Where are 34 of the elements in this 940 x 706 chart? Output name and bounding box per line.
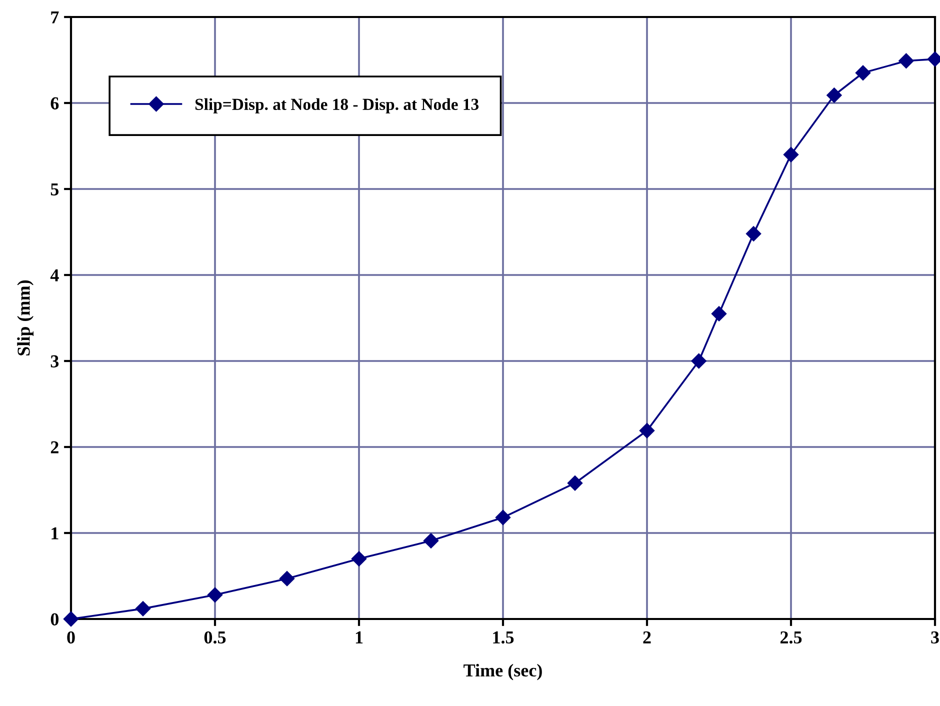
- y-tick-label: 3: [50, 355, 59, 368]
- point: [711, 306, 727, 322]
- point: [855, 65, 871, 80]
- point: [135, 601, 151, 616]
- y-tick-label: 4: [50, 269, 59, 282]
- y-tick-label: 1: [52, 527, 58, 540]
- x-tick-label: 0.5: [204, 631, 226, 644]
- point: [63, 611, 79, 627]
- point: [639, 423, 655, 438]
- y-axis-title: Slip (mm): [17, 280, 34, 356]
- y-tick-label: 2: [50, 441, 58, 454]
- point: [351, 551, 367, 566]
- x-tick-label: 2.5: [780, 631, 802, 644]
- point: [783, 147, 799, 162]
- point: [567, 476, 583, 491]
- point: [495, 510, 511, 526]
- legend-label: Slip=Disp. at Node 18 - Disp. at Node 13: [195, 98, 479, 114]
- point: [746, 226, 762, 242]
- x-tick-label: 2: [643, 631, 651, 644]
- y-tick-label: 5: [50, 183, 59, 196]
- y-tick-label: 6: [50, 97, 59, 110]
- point: [423, 533, 439, 548]
- point: [691, 353, 706, 369]
- x-tick-label: 1: [356, 631, 363, 644]
- x-tick-label: 1.5: [493, 631, 514, 644]
- point: [898, 53, 914, 68]
- x-axis-title: Time (sec): [464, 664, 542, 680]
- y-tick-label: 0: [50, 613, 59, 626]
- y-tick-label: 7: [51, 11, 59, 24]
- point: [279, 571, 295, 586]
- point: [826, 88, 842, 103]
- x-tick-label: 0: [67, 631, 75, 644]
- point: [207, 587, 223, 602]
- x-tick-label: 3: [931, 631, 939, 644]
